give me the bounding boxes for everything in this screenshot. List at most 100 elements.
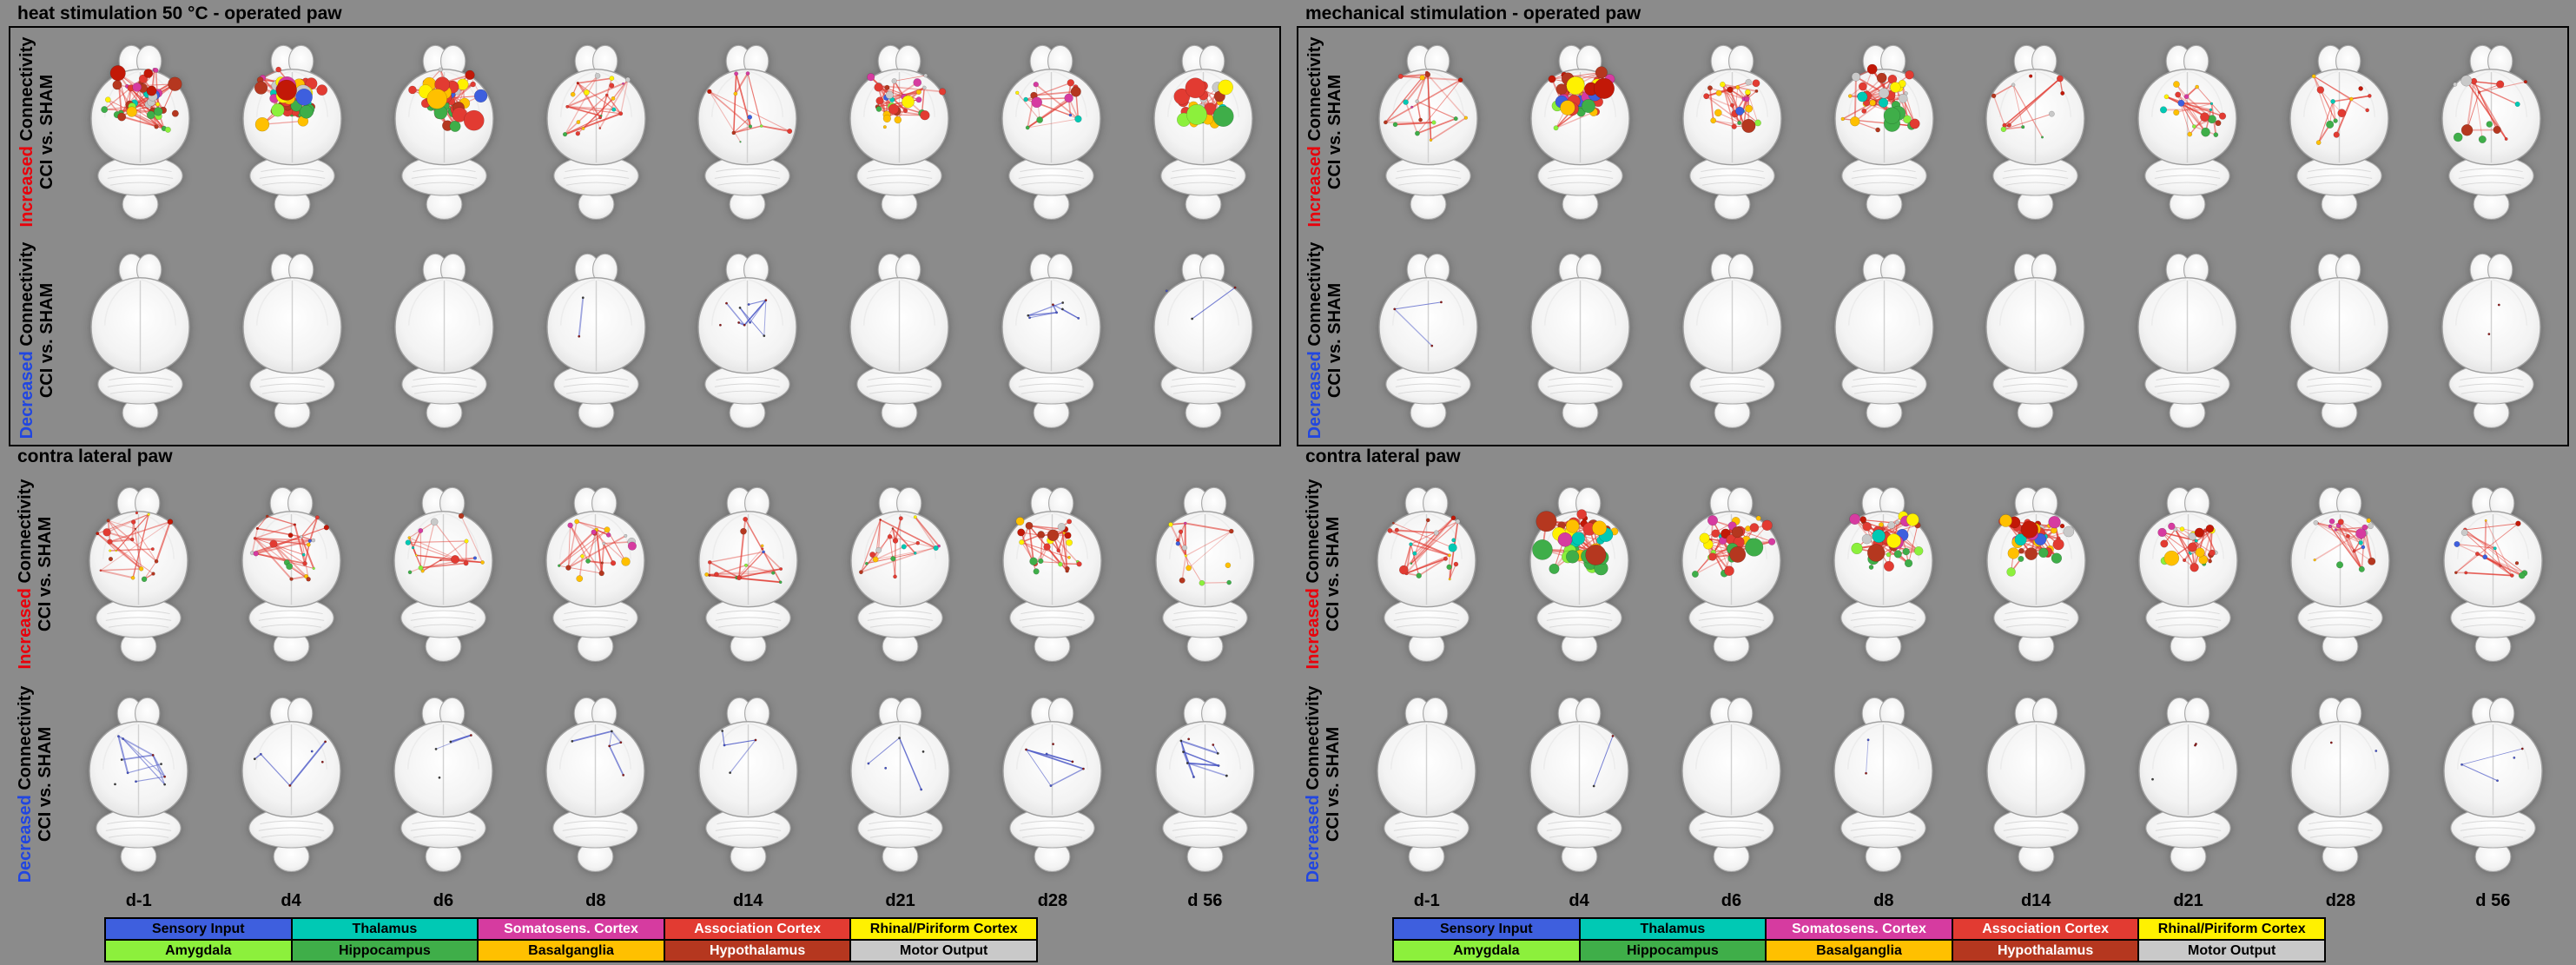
brain-cell	[1656, 236, 1808, 445]
brain-image	[850, 697, 950, 873]
brain-render	[1833, 486, 1934, 663]
legend-item: Hippocampus	[291, 940, 479, 962]
brain-image	[90, 253, 190, 429]
brain-image	[1153, 253, 1253, 429]
brain-cell	[824, 469, 976, 679]
connectivity-row-decreased: Decreased Connectivity CCI vs. SHAM	[9, 679, 1281, 889]
legend-item: Motor Output	[2138, 940, 2325, 962]
brain-render	[1153, 44, 1253, 221]
brain-image	[89, 486, 188, 663]
brain-render	[1378, 44, 1478, 221]
row-label: Increased Connectivity CCI vs. SHAM	[1297, 469, 1351, 679]
legend-item: Thalamus	[1579, 918, 1767, 940]
legend-item: Hypothalamus	[664, 940, 851, 962]
brain-image	[2441, 253, 2541, 429]
increased-network	[96, 511, 174, 583]
decreased-network	[2487, 303, 2500, 336]
brain-cell	[1807, 469, 1959, 679]
brain-image	[1530, 253, 1630, 429]
brain-render	[697, 486, 798, 663]
brain-cell	[368, 236, 520, 445]
brain-render	[2289, 44, 2389, 221]
increased-network	[1387, 515, 1461, 581]
row-label: Decreased Connectivity CCI vs. SHAM	[1297, 679, 1351, 889]
brain-image	[1377, 697, 1476, 873]
decreased-network	[2330, 741, 2378, 752]
panel-mechanical-stimulation: mechanical stimulation - operated paw In…	[1288, 0, 2576, 965]
brain-render	[1001, 253, 1101, 429]
brain-render	[2443, 697, 2543, 873]
brain-image	[1153, 44, 1253, 221]
brain-render	[242, 253, 342, 429]
brain-image	[1833, 253, 1934, 429]
brain-image	[850, 486, 950, 663]
brain-render	[393, 697, 493, 873]
brain-image	[393, 697, 493, 873]
brain-render	[2137, 253, 2238, 429]
increased-word: Increased	[17, 146, 36, 228]
brain-cell	[367, 679, 519, 889]
brain-cell	[1503, 679, 1655, 889]
increased-network	[1168, 521, 1234, 586]
brain-render	[697, 697, 798, 873]
grid-mech-contra: Increased Connectivity CCI vs. SHAM Decrea…	[1297, 469, 2569, 889]
brain-image	[1833, 44, 1934, 221]
brain-image	[393, 486, 493, 663]
brain-image	[393, 253, 494, 429]
brain-cell	[1129, 679, 1281, 889]
timepoint-label: d6	[433, 891, 454, 910]
decreased-network	[1179, 737, 1228, 779]
increased-network	[1383, 70, 1468, 142]
row-label-text: Increased Connectivity CCI vs. SHAM	[1305, 36, 1344, 228]
timepoint-label: d28	[1037, 891, 1068, 910]
row-label: Increased Connectivity CCI vs. SHAM	[1298, 28, 1352, 236]
brain-render	[1001, 44, 1101, 221]
legend-item: Amygdala	[1393, 940, 1580, 962]
decreased-network	[2151, 743, 2197, 781]
decreased-network	[867, 737, 925, 791]
increased-network	[1173, 77, 1234, 129]
brain-render	[2441, 253, 2541, 429]
brain-render	[89, 486, 188, 663]
timepoint-label: d 56	[2475, 891, 2511, 910]
brain-cell	[1960, 679, 2112, 889]
brain-image	[697, 486, 798, 663]
brain-render	[2289, 253, 2389, 429]
brain-image	[241, 697, 341, 873]
timepoint-label: d14	[732, 891, 763, 910]
brain-image	[1985, 486, 2086, 663]
brain-cell	[520, 28, 672, 236]
brain-render	[1530, 253, 1630, 429]
brain-image	[1001, 253, 1101, 429]
brain-cell	[1960, 469, 2112, 679]
brain-render	[241, 486, 341, 663]
connectivity-row-increased: Increased Connectivity CCI vs. SHAM	[1298, 28, 2567, 236]
brain-cell	[1808, 236, 1960, 445]
decreased-word: Decreased	[1305, 351, 1324, 440]
brain-render	[545, 486, 646, 663]
brain-image	[1681, 697, 1781, 873]
brain-cell	[1655, 469, 1807, 679]
increased-network	[1531, 509, 1618, 576]
increased-network	[1548, 66, 1615, 131]
row-label-text: Increased Connectivity CCI vs. SHAM	[17, 36, 56, 228]
increased-word: Increased	[1304, 588, 1323, 670]
legend-item: Basalganglia	[1766, 940, 1952, 962]
panel-title-heat-operated: heat stimulation 50 °C - operated paw	[17, 3, 342, 23]
brain-render	[90, 44, 190, 221]
brain-image	[2441, 44, 2541, 221]
brain-render	[697, 253, 798, 429]
increased-network	[249, 514, 329, 582]
brain-render	[1155, 697, 1255, 873]
decreased-network	[577, 296, 585, 338]
brain-cell	[1127, 236, 1279, 445]
brain-cell	[2112, 469, 2264, 679]
brain-image	[1985, 697, 2086, 873]
brain-cell	[1504, 28, 1656, 236]
increased-network	[2311, 74, 2372, 145]
brain-cell	[63, 469, 215, 679]
brain-cell	[2112, 679, 2264, 889]
brain-render	[1530, 44, 1630, 221]
brain-render	[849, 253, 950, 429]
